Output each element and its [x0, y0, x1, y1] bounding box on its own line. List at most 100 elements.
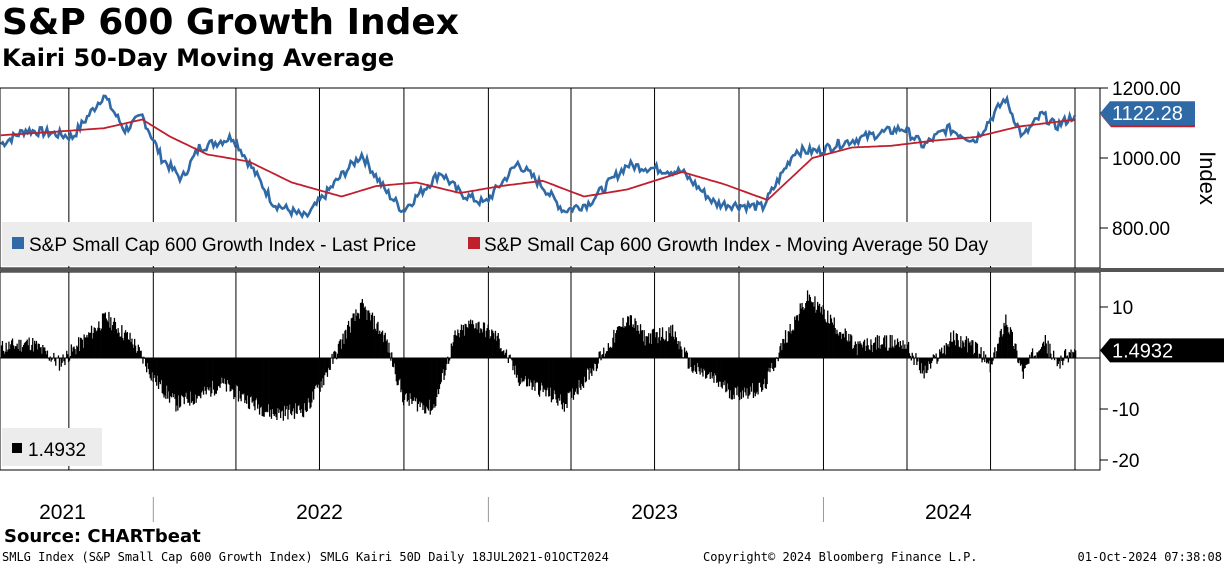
- kairi-bar-1037: [952, 330, 955, 358]
- kairi-bar-940: [863, 339, 866, 358]
- kairi-bar-606: [557, 358, 559, 406]
- kairi-bar-640: [588, 358, 590, 380]
- kairi-bar-167: [154, 358, 156, 376]
- kairi-bar-911: [837, 333, 839, 358]
- kairi-bar-131: [121, 325, 123, 358]
- kairi-bar-505: [464, 323, 466, 358]
- kairi-bar-230: [212, 358, 214, 381]
- legend-label-ma: S&P Small Cap 600 Growth Index - Moving …: [484, 235, 989, 256]
- kairi-bar-987: [907, 344, 909, 358]
- kairi-bar-592: [544, 358, 546, 391]
- kairi-bar-280: [258, 358, 260, 405]
- kairi-bar-78: [72, 347, 74, 358]
- kairi-bar-745: [684, 352, 687, 358]
- kairi-bar-368: [338, 341, 340, 358]
- kairi-bar-1048: [963, 342, 965, 358]
- legend-swatch-kairi: [12, 443, 22, 453]
- kairi-bar-162: [149, 358, 151, 379]
- kairi-bar-834: [766, 358, 768, 385]
- kairi-bar-1011: [929, 358, 931, 364]
- kairi-bar-324: [298, 358, 300, 405]
- kairi-bar-349: [321, 358, 323, 388]
- kairi-bar-364: [335, 352, 337, 358]
- kairi-bar-517: [475, 323, 477, 358]
- kairi-bar-362: [333, 351, 335, 358]
- kairi-bar-329: [302, 358, 305, 418]
- kairi-bar-1028: [944, 354, 946, 358]
- kairi-bar-136: [125, 332, 128, 358]
- kairi-bar-1113: [1022, 358, 1024, 379]
- kairi-bar-978: [898, 347, 900, 358]
- kairi-bar-270: [248, 358, 251, 410]
- kairi-bar-448: [412, 358, 414, 401]
- kairi-bar-1091: [1002, 334, 1004, 358]
- kairi-bar-207: [190, 358, 193, 403]
- kairi-bar-985: [905, 348, 907, 358]
- kairi-bar-787: [723, 358, 725, 386]
- kairi-bar-1087: [998, 337, 1001, 358]
- kairi-bar-1060: [974, 352, 976, 358]
- price-panel: S&P Small Cap 600 Growth Index - Last Pr…: [0, 94, 1077, 266]
- kairi-bar-1165: [1070, 349, 1072, 358]
- kairi-bar-828: [761, 358, 763, 392]
- kairi-bar-806: [740, 358, 743, 399]
- kairi-bar-535: [492, 330, 494, 358]
- kairi-bar-993: [912, 355, 914, 358]
- kairi-bar-1129: [1037, 352, 1039, 358]
- kairi-bar-884: [812, 302, 814, 358]
- kairi-bar-599: [550, 358, 553, 403]
- kairi-bar-12: [11, 338, 14, 358]
- kairi-bar-747: [686, 352, 688, 358]
- kairi-bar-932: [856, 355, 858, 358]
- kairi-bar-228: [210, 358, 212, 397]
- kairi-bar-449: [413, 358, 415, 401]
- kairi-bar-130: [120, 336, 122, 358]
- kairi-bar-278: [256, 358, 258, 399]
- kairi-bar-803: [738, 358, 740, 397]
- kairi-bar-643: [591, 358, 593, 376]
- kairi-bar-538: [494, 330, 497, 358]
- kairi-bar-736: [676, 344, 678, 358]
- kairi-bar-1041: [956, 334, 958, 358]
- kairi-bar-684: [628, 325, 631, 358]
- kairi-bar-125: [115, 329, 117, 358]
- kairi-bar-986: [906, 349, 908, 358]
- kairi-bar-36: [34, 340, 36, 358]
- kairi-bar-924: [849, 341, 851, 358]
- kairi-bar-786: [722, 358, 724, 382]
- kairi-bar-885: [813, 306, 815, 358]
- kairi-bar-188: [173, 358, 175, 394]
- kairi-bar-266: [245, 358, 247, 401]
- kairi-bar-152: [140, 350, 142, 358]
- kairi-bar-782: [718, 358, 721, 382]
- kairi-bar-1107: [1017, 358, 1019, 363]
- kairi-bar-1046: [961, 348, 963, 358]
- kairi-bar-6: [6, 351, 8, 358]
- kairi-bar-27: [25, 341, 27, 358]
- kairi-bar-104: [96, 330, 98, 358]
- kairi-bar-608: [559, 358, 561, 401]
- kairi-bar-252: [232, 358, 234, 390]
- kairi-bar-160: [147, 358, 150, 369]
- kairi-bar-809: [743, 358, 745, 388]
- kairi-bar-628: [577, 358, 579, 395]
- kairi-bar-670: [616, 330, 618, 358]
- kairi-bar-812: [746, 358, 748, 389]
- kairi-bar-467: [429, 358, 431, 415]
- kairi-bar-475: [437, 358, 439, 390]
- kairi-bar-556: [511, 358, 513, 361]
- kairi-bar-859: [789, 324, 791, 358]
- kairi-bar-1035: [951, 341, 953, 358]
- kairi-bar-220: [202, 358, 205, 395]
- kairi-bar-1045: [960, 336, 962, 358]
- kairi-bar-1030: [946, 345, 948, 358]
- kairi-bar-661: [607, 343, 609, 358]
- kairi-bar-466: [428, 358, 430, 400]
- kairi-bar-1127: [1035, 357, 1037, 358]
- kairi-bar-1062: [975, 342, 978, 358]
- kairi-bar-655: [602, 354, 604, 358]
- kairi-bar-568: [522, 358, 524, 381]
- kairi-bar-323: [297, 358, 299, 407]
- kairi-bar-57: [53, 352, 55, 358]
- kairi-bar-471: [433, 358, 435, 405]
